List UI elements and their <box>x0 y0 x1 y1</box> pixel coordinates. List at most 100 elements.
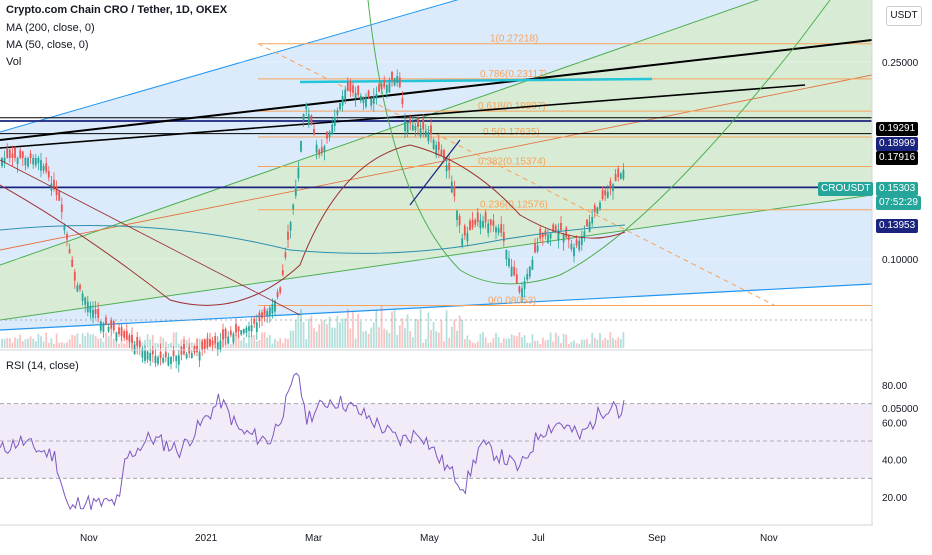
volume-bar <box>463 339 466 348</box>
indicator-ma200[interactable]: MA (200, close, 0) <box>6 22 95 34</box>
volume-bar <box>573 340 575 348</box>
volume-bar <box>94 336 97 348</box>
candle-body <box>271 304 274 314</box>
candle-body <box>380 83 383 90</box>
candle-body <box>307 114 310 125</box>
volume-bar <box>619 338 622 348</box>
volume-bar <box>92 334 94 348</box>
candle-body <box>292 204 295 210</box>
volume-bar <box>47 342 50 348</box>
volume-bar <box>149 339 152 348</box>
indicator-rsi[interactable]: RSI (14, close) <box>6 360 79 372</box>
candle-body <box>575 239 578 246</box>
candle-body <box>463 225 466 236</box>
red-trend-line <box>0 159 301 316</box>
volume-bar <box>614 339 617 348</box>
volume-bar <box>388 332 391 348</box>
candle-body <box>315 144 318 153</box>
candle-body <box>170 356 172 364</box>
candle-body <box>437 141 440 150</box>
candle-body <box>443 149 445 161</box>
candle-body <box>105 317 107 326</box>
candle-body <box>323 145 326 152</box>
volume-bar <box>222 339 224 348</box>
volume-bar <box>297 313 300 348</box>
volume-bar <box>489 342 492 348</box>
volume-bar <box>357 313 360 348</box>
volume-bar <box>102 341 105 348</box>
volume-bar <box>440 320 443 348</box>
volume-bar <box>417 319 419 348</box>
volume-bar <box>606 339 609 348</box>
candle-body <box>201 341 204 351</box>
green-upper-line <box>0 0 760 266</box>
volume-bar <box>331 327 334 348</box>
candle-body <box>593 205 596 213</box>
volume-bar <box>448 337 451 348</box>
candle-body <box>47 171 50 178</box>
volume-bar <box>24 339 27 348</box>
candle-body <box>445 165 448 172</box>
candle-body <box>427 131 430 142</box>
volume-bar <box>534 340 536 348</box>
volume-bar <box>105 332 107 348</box>
candle-body <box>229 330 232 336</box>
volume-bar <box>586 338 588 348</box>
candle-body <box>432 139 435 149</box>
candle-body <box>557 229 560 241</box>
volume-bar <box>21 341 24 348</box>
candle-body <box>565 227 568 238</box>
volume-bar <box>50 338 53 348</box>
currency-button[interactable]: USDT <box>886 6 922 26</box>
candle-body <box>6 148 9 158</box>
volume-bar <box>365 330 367 348</box>
volume-bar <box>73 335 76 348</box>
candle-body <box>396 75 399 83</box>
volume-bar <box>549 332 552 348</box>
volume-bar <box>201 338 204 348</box>
candle-body <box>180 346 183 355</box>
chart-title: Crypto.com Chain CRO / Tether, 1D, OKEX <box>6 4 228 16</box>
candle-body <box>346 81 349 91</box>
volume-bar <box>235 333 237 348</box>
indicator-ma50[interactable]: MA (50, close, 0) <box>6 39 89 51</box>
volume-bar <box>263 332 266 348</box>
volume-bar <box>71 334 74 348</box>
volume-bar <box>313 328 315 348</box>
candle-body <box>224 328 227 339</box>
candle-body <box>211 340 214 345</box>
volume-bar <box>268 334 271 348</box>
volume-bar <box>157 343 159 348</box>
volume-bar <box>528 343 531 348</box>
candle-body <box>151 349 154 355</box>
candle-body <box>526 273 529 280</box>
candle-body <box>120 327 123 337</box>
volume-bar <box>578 343 581 348</box>
volume-bar <box>307 318 310 348</box>
candle-body <box>214 336 217 344</box>
volume-bar <box>53 343 55 348</box>
black-trend-line-2 <box>0 84 806 149</box>
volume-bar <box>445 310 448 348</box>
candle-body <box>333 117 336 126</box>
candle-body <box>209 339 211 347</box>
rsi-axis-label: 80.00 <box>882 381 907 392</box>
candle-body <box>11 153 14 158</box>
volume-bar <box>422 342 425 348</box>
volume-bar <box>593 337 596 348</box>
candle-body <box>357 85 360 95</box>
candle-body <box>110 319 113 329</box>
candle-body <box>253 318 256 324</box>
candle-body <box>422 119 425 130</box>
candle-body <box>297 167 300 179</box>
indicator-vol[interactable]: Vol <box>6 56 22 68</box>
price-tag-level-3: 0.17916 <box>876 151 919 165</box>
candle-body <box>476 212 479 223</box>
volume-bar <box>68 339 71 348</box>
fib-level-label: 0.5(0.17635) <box>483 127 540 138</box>
volume-bar <box>45 332 48 348</box>
candle-body <box>164 351 167 358</box>
candle-body <box>531 259 534 270</box>
volume-bar <box>344 318 347 348</box>
